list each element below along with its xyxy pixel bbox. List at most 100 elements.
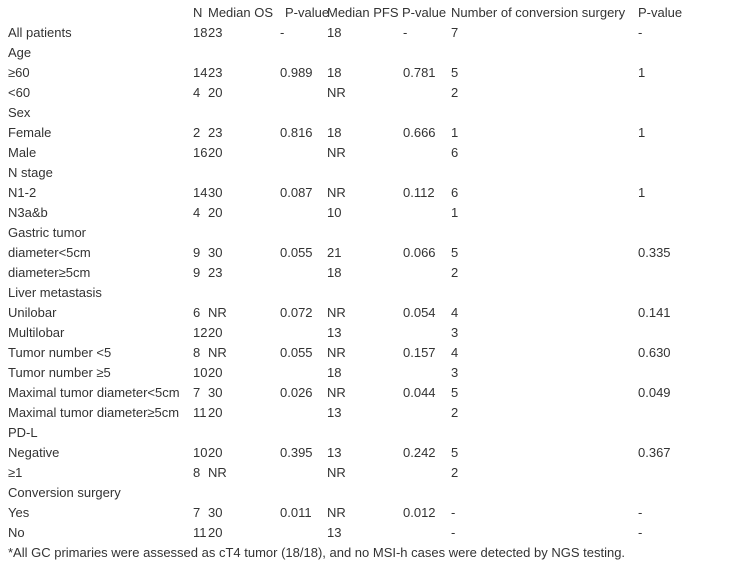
row-label: Conversion surgery [8,485,121,500]
cell-median-pfs: 13 [327,445,342,460]
row-label: Unilobar [8,305,57,320]
cell-p-value-pfs: - [403,25,408,40]
cell-p-value-os: - [280,25,285,40]
row-label: Male [8,145,37,160]
cell-p-value-os: 0.055 [280,245,313,260]
header-median-pfs: Median PFS [327,5,399,20]
cell-conversion-surgery: 6 [451,145,459,160]
cell-median-os: 30 [208,245,223,260]
cell-median-os: NR [208,465,227,480]
cell-p-value-pfs: 0.112 [403,185,435,200]
cell-median-pfs: NR [327,465,346,480]
cell-n: 7 [193,385,201,400]
cell-conversion-surgery: 2 [451,405,459,420]
row-label: Maximal tumor diameter<5cm [8,385,180,400]
row-label: All patients [8,25,72,40]
cell-p-value-conversion: 1 [638,125,646,140]
cell-median-pfs: 18 [327,65,342,80]
row-label: No [8,525,25,540]
cell-p-value-conversion: 1 [638,185,646,200]
row-label: Tumor number <5 [8,345,112,360]
cell-n: 11 [193,405,207,420]
table-footnote: *All GC primaries were assessed as cT4 t… [8,545,626,560]
cell-p-value-conversion: - [638,525,643,540]
cell-p-value-pfs: 0.781 [403,65,436,80]
cell-conversion-surgery: 2 [451,85,459,100]
cell-n: 14 [193,65,208,80]
row-label: Multilobar [8,325,65,340]
row-label: ≥1 [8,465,23,480]
cell-median-os: NR [208,345,227,360]
row-label: N stage [8,165,53,180]
cell-n: 6 [193,305,201,320]
cell-median-pfs: 10 [327,205,342,220]
cell-conversion-surgery: 5 [451,65,459,80]
cell-n: 4 [193,205,201,220]
cell-median-os: 20 [208,205,223,220]
cell-n: 9 [193,265,201,280]
cell-n: 10 [193,365,208,380]
cell-median-pfs: NR [327,85,346,100]
cell-n: 12 [193,325,208,340]
cell-median-pfs: 18 [327,125,342,140]
cell-median-pfs: 21 [327,245,342,260]
cell-conversion-surgery: 4 [451,345,459,360]
cell-conversion-surgery: 5 [451,445,459,460]
row-label: <60 [8,85,31,100]
cell-p-value-conversion: - [638,25,643,40]
cell-n: 14 [193,185,208,200]
cell-conversion-surgery: 6 [451,185,459,200]
cell-median-pfs: NR [327,345,346,360]
cell-median-pfs: NR [327,305,346,320]
cell-p-value-os: 0.055 [280,345,313,360]
cell-p-value-conversion: 0.367 [638,445,671,460]
cell-median-os: 20 [208,405,223,420]
cell-median-os: 30 [208,505,223,520]
cell-median-os: 20 [208,145,223,160]
row-label: Sex [8,105,31,120]
cell-n: 8 [193,345,201,360]
cell-median-os: 30 [208,385,223,400]
cell-conversion-surgery: 1 [451,205,459,220]
cell-n: 9 [193,245,201,260]
cell-median-pfs: 13 [327,405,342,420]
cell-median-os: NR [208,305,227,320]
cell-p-value-os: 0.011 [280,505,312,520]
cell-conversion-surgery: 5 [451,385,459,400]
header-p-value-pfs: P-value [402,5,447,20]
row-label: N1-2 [8,185,37,200]
cell-conversion-surgery: 4 [451,305,459,320]
cell-median-pfs: NR [327,145,346,160]
header-conversion-surgery: Number of conversion surgery [451,5,626,20]
cell-median-pfs: NR [327,505,346,520]
cell-p-value-pfs: 0.157 [403,345,436,360]
cell-p-value-pfs: 0.242 [403,445,436,460]
cell-conversion-surgery: 7 [451,25,459,40]
cell-n: 11 [193,525,207,540]
cell-p-value-pfs: 0.012 [403,505,436,520]
cell-p-value-conversion: 0.630 [638,345,671,360]
row-label: Tumor number ≥5 [8,365,111,380]
cell-conversion-surgery: 1 [451,125,459,140]
cell-n: 18 [193,25,208,40]
row-label: Yes [8,505,30,520]
cell-n: 10 [193,445,208,460]
cell-n: 8 [193,465,201,480]
cell-p-value-conversion: - [638,505,643,520]
cell-median-os: 20 [208,365,223,380]
row-label: Age [8,45,32,60]
cell-p-value-os: 0.072 [280,305,313,320]
row-label: Liver metastasis [8,285,102,300]
cell-n: 7 [193,505,201,520]
cell-p-value-conversion: 1 [638,65,646,80]
cell-median-os: 23 [208,265,223,280]
row-label: diameter<5cm [8,245,91,260]
cell-median-pfs: 18 [327,265,342,280]
cell-p-value-os: 0.026 [280,385,313,400]
cell-p-value-os: 0.395 [280,445,313,460]
row-label: diameter≥5cm [8,265,91,280]
cell-n: 2 [193,125,201,140]
header-n: N [193,5,203,20]
cell-median-pfs: 13 [327,325,342,340]
row-label: Female [8,125,52,140]
